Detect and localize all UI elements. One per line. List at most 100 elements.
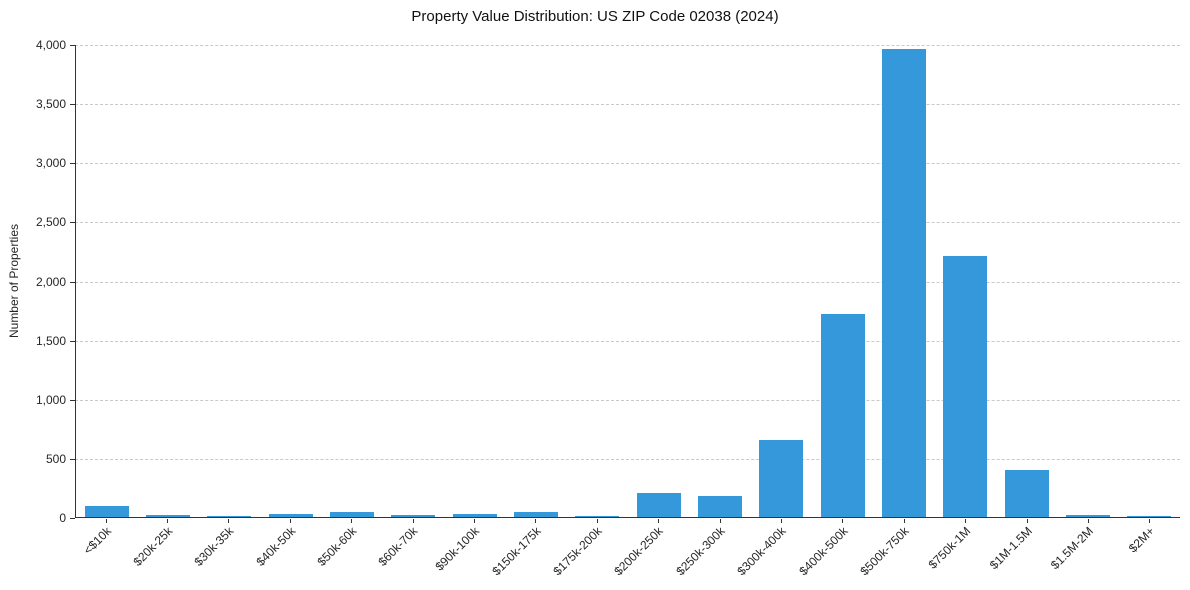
bar-slot bbox=[935, 45, 996, 517]
y-tick-mark bbox=[70, 222, 75, 224]
y-tick-mark bbox=[70, 458, 75, 460]
x-tick-label: $2M+ bbox=[1125, 524, 1158, 556]
bar-slot bbox=[137, 45, 198, 517]
x-tick-mark bbox=[167, 519, 169, 523]
y-tick-label: 2,500 bbox=[35, 215, 66, 230]
bar-slot bbox=[260, 45, 321, 517]
y-tick-label: 500 bbox=[45, 451, 66, 466]
y-tick-mark bbox=[70, 45, 75, 46]
x-tick-label: $30k-35k bbox=[191, 524, 237, 569]
bar bbox=[1127, 516, 1172, 517]
y-tick-label: 4,000 bbox=[35, 38, 66, 52]
y-tick-label: 1,500 bbox=[35, 333, 66, 348]
x-tick-mark bbox=[1149, 519, 1151, 523]
y-tick-mark bbox=[70, 104, 75, 106]
bar-slot bbox=[1057, 45, 1118, 517]
bar bbox=[268, 514, 313, 517]
x-tick-label: $300k-400k bbox=[734, 524, 789, 579]
bar bbox=[636, 493, 681, 517]
bar-slot bbox=[812, 45, 873, 517]
bar-slot bbox=[505, 45, 566, 517]
x-tick-mark bbox=[965, 519, 967, 523]
y-tick-label: 3,500 bbox=[35, 97, 66, 112]
bar-slot bbox=[873, 45, 934, 517]
x-tick-label: $200k-250k bbox=[611, 524, 667, 579]
x-tick-mark bbox=[351, 519, 353, 523]
bar bbox=[1065, 515, 1110, 517]
y-tick-label: 3,000 bbox=[35, 156, 66, 171]
x-tick-label: $1M-1.5M bbox=[986, 524, 1035, 573]
bar-slot bbox=[567, 45, 628, 517]
gridline bbox=[75, 45, 1180, 46]
y-tick-mark bbox=[70, 281, 75, 283]
x-tick-mark bbox=[412, 519, 414, 523]
gridline bbox=[75, 163, 1180, 165]
gridline bbox=[75, 399, 1180, 401]
bar bbox=[697, 495, 743, 517]
x-tick-label: $20k-25k bbox=[130, 524, 175, 569]
bar bbox=[84, 506, 129, 517]
y-tick-mark bbox=[70, 399, 75, 401]
gridline bbox=[75, 340, 1180, 342]
bar-slot bbox=[321, 45, 382, 517]
y-tick-label: 1,000 bbox=[35, 392, 66, 407]
x-tick-mark bbox=[780, 519, 782, 523]
bar-slot bbox=[689, 45, 750, 517]
y-tick-mark bbox=[70, 340, 75, 342]
x-tick-mark bbox=[1026, 519, 1028, 523]
plot-area bbox=[75, 45, 1180, 518]
x-tick-label: $90k-100k bbox=[432, 524, 482, 574]
gridline bbox=[75, 281, 1180, 283]
bar bbox=[759, 440, 804, 517]
y-tick-label: 0 bbox=[59, 511, 66, 525]
bar bbox=[329, 512, 375, 517]
x-tick-mark bbox=[1087, 519, 1089, 523]
x-tick-label: $150k-175k bbox=[489, 524, 544, 579]
bar bbox=[820, 314, 865, 517]
bar-slot bbox=[751, 45, 812, 517]
gridline bbox=[75, 458, 1180, 460]
x-tick-mark bbox=[105, 519, 107, 523]
x-tick-mark bbox=[289, 519, 291, 523]
x-tick-mark bbox=[658, 519, 660, 523]
x-tick-mark bbox=[474, 519, 476, 523]
y-tick-label: 2,000 bbox=[35, 274, 66, 289]
gridline bbox=[75, 222, 1180, 224]
x-tick-label: $175k-200k bbox=[550, 524, 605, 579]
bar bbox=[881, 48, 926, 517]
x-tick-mark bbox=[719, 519, 721, 523]
bar bbox=[575, 516, 620, 517]
x-tick-label: $50k-60k bbox=[314, 524, 360, 569]
bar-slot bbox=[996, 45, 1057, 517]
bar bbox=[207, 516, 252, 517]
bar bbox=[145, 515, 191, 517]
bar bbox=[391, 515, 436, 517]
x-tick-mark bbox=[535, 519, 537, 523]
bar-slot bbox=[383, 45, 444, 517]
chart-title: Property Value Distribution: US ZIP Code… bbox=[411, 8, 779, 25]
x-tick-label: $400k-500k bbox=[796, 524, 851, 579]
x-tick-label: $40k-50k bbox=[252, 524, 298, 569]
bar bbox=[943, 256, 988, 517]
x-tick-label: $500k-750k bbox=[857, 524, 912, 579]
bars-container bbox=[76, 45, 1180, 517]
bar-slot bbox=[444, 45, 505, 517]
y-tick-mark bbox=[70, 163, 75, 165]
bar-slot bbox=[76, 45, 137, 517]
x-tick-label: $60k-70k bbox=[375, 524, 421, 569]
x-tick-mark bbox=[903, 519, 905, 523]
x-tick-label: $1.5M-2M bbox=[1047, 524, 1096, 573]
bar bbox=[1004, 469, 1049, 517]
bar-slot bbox=[199, 45, 260, 517]
x-tick-label: <$10k bbox=[80, 524, 114, 558]
x-tick-mark bbox=[228, 519, 230, 523]
gridline bbox=[75, 104, 1180, 106]
bar bbox=[513, 511, 559, 517]
x-tick-label: $250k-300k bbox=[673, 524, 728, 579]
bar bbox=[452, 514, 497, 517]
bar-slot bbox=[1119, 45, 1180, 517]
x-tick-label: $750k-1M bbox=[925, 524, 974, 572]
y-tick-mark bbox=[70, 518, 75, 519]
x-tick-mark bbox=[596, 519, 598, 523]
